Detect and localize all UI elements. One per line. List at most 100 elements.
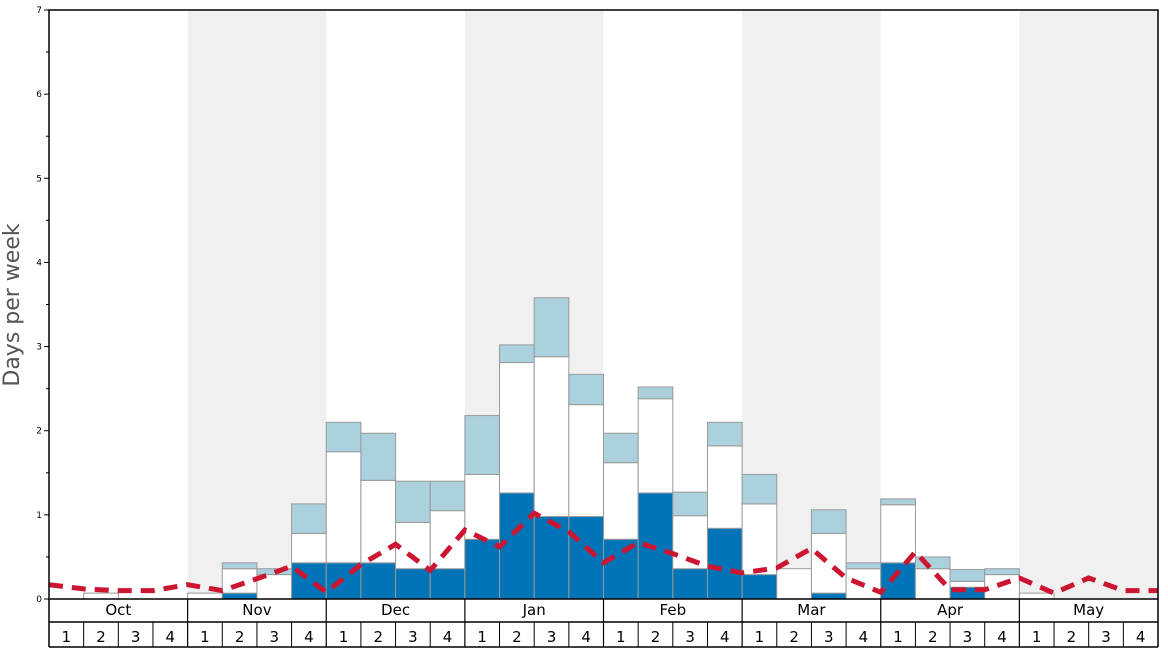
bar-dark bbox=[810, 592, 847, 600]
bar-white bbox=[325, 451, 362, 564]
bar-dark bbox=[533, 516, 570, 600]
y-tick-label: 0 bbox=[36, 595, 42, 605]
week-label: 1 bbox=[200, 628, 210, 646]
week-label: 3 bbox=[131, 628, 141, 646]
week-label: 4 bbox=[443, 628, 453, 646]
dashed-line bbox=[49, 510, 1158, 596]
week-label: 3 bbox=[1101, 628, 1111, 646]
bar-white bbox=[637, 398, 674, 494]
week-label: 2 bbox=[651, 628, 661, 646]
week-label: 3 bbox=[547, 628, 557, 646]
bar-white bbox=[568, 404, 604, 518]
bar-light bbox=[533, 297, 570, 358]
week-label: 3 bbox=[685, 628, 695, 646]
month-label: Feb bbox=[660, 601, 687, 619]
bar-white bbox=[533, 356, 570, 518]
bar-white bbox=[603, 462, 639, 540]
bar-dark bbox=[429, 568, 466, 600]
bar-white bbox=[221, 568, 258, 594]
bar-dark bbox=[395, 568, 431, 600]
month-band-may bbox=[1019, 10, 1158, 599]
week-label: 3 bbox=[408, 628, 418, 646]
bar-light bbox=[845, 562, 882, 570]
week-label: 1 bbox=[477, 628, 487, 646]
bar-light bbox=[880, 498, 916, 506]
bar-dark bbox=[221, 592, 258, 600]
bar-white bbox=[1018, 592, 1055, 600]
week-label: 3 bbox=[269, 628, 279, 646]
month-label: Apr bbox=[937, 601, 964, 619]
week-label: 3 bbox=[963, 628, 973, 646]
bar-light bbox=[706, 421, 743, 447]
bar-dark bbox=[880, 562, 916, 600]
bar-dark bbox=[706, 527, 743, 600]
y-tick-label: 2 bbox=[36, 427, 42, 437]
week-label: 1 bbox=[339, 628, 349, 646]
week-label: 2 bbox=[235, 628, 245, 646]
bar-white bbox=[880, 504, 916, 564]
bar-light bbox=[637, 386, 674, 400]
week-label: 4 bbox=[1136, 628, 1146, 646]
bar-light bbox=[672, 491, 708, 517]
y-axis-label: Days per week bbox=[0, 223, 25, 386]
month-label: Oct bbox=[105, 601, 131, 619]
week-label: 4 bbox=[997, 628, 1007, 646]
bar-light bbox=[810, 509, 847, 534]
bar-white bbox=[83, 592, 119, 600]
bar-white bbox=[291, 532, 327, 564]
bar-white bbox=[741, 503, 778, 576]
y-tick-label: 5 bbox=[36, 174, 42, 184]
month-label: Jan bbox=[522, 601, 546, 619]
bar-white bbox=[187, 592, 223, 600]
bar-light bbox=[914, 556, 951, 570]
bar-light bbox=[429, 480, 466, 512]
bar-dark bbox=[741, 574, 778, 600]
bar-white bbox=[810, 532, 847, 594]
week-label: 2 bbox=[789, 628, 799, 646]
month-label: Dec bbox=[381, 601, 410, 619]
bar-light bbox=[949, 569, 986, 582]
y-tick-label: 1 bbox=[36, 511, 42, 521]
dashed-series bbox=[49, 510, 1158, 596]
bar-dark bbox=[672, 568, 708, 600]
bar-dark bbox=[499, 492, 535, 600]
week-label: 1 bbox=[62, 628, 72, 646]
week-label: 1 bbox=[755, 628, 765, 646]
bar-light bbox=[568, 373, 604, 406]
week-label: 2 bbox=[96, 628, 106, 646]
bar-light bbox=[984, 568, 1020, 576]
y-tick-label: 4 bbox=[36, 258, 42, 268]
bar-light bbox=[360, 432, 397, 481]
week-label: 1 bbox=[893, 628, 903, 646]
week-label: 1 bbox=[1032, 628, 1042, 646]
bar-light bbox=[499, 344, 535, 364]
week-label: 2 bbox=[512, 628, 522, 646]
bar-white bbox=[706, 445, 743, 529]
bar-light bbox=[221, 562, 258, 570]
y-tick-label: 6 bbox=[36, 90, 42, 100]
bar-light bbox=[464, 415, 501, 475]
bar-light bbox=[741, 473, 778, 505]
bar-light bbox=[395, 480, 431, 523]
bar-white bbox=[360, 479, 397, 564]
bar-white bbox=[949, 580, 986, 588]
bar-dark bbox=[464, 538, 501, 600]
week-label: 4 bbox=[166, 628, 176, 646]
month-band-nov bbox=[187, 10, 327, 599]
week-label: 2 bbox=[373, 628, 383, 646]
bar-white bbox=[464, 473, 501, 540]
bar-white bbox=[984, 574, 1020, 600]
y-tick-label: 3 bbox=[36, 343, 42, 353]
bar-white bbox=[499, 362, 535, 494]
week-label: 4 bbox=[304, 628, 314, 646]
bar-light bbox=[603, 432, 639, 464]
bar-dark bbox=[568, 516, 604, 600]
week-label: 4 bbox=[581, 628, 591, 646]
bar-white bbox=[776, 568, 812, 600]
bars bbox=[83, 297, 1055, 600]
month-label: Nov bbox=[242, 601, 271, 619]
week-label: 2 bbox=[928, 628, 938, 646]
month-label: Mar bbox=[797, 601, 826, 619]
week-label: 2 bbox=[1067, 628, 1077, 646]
